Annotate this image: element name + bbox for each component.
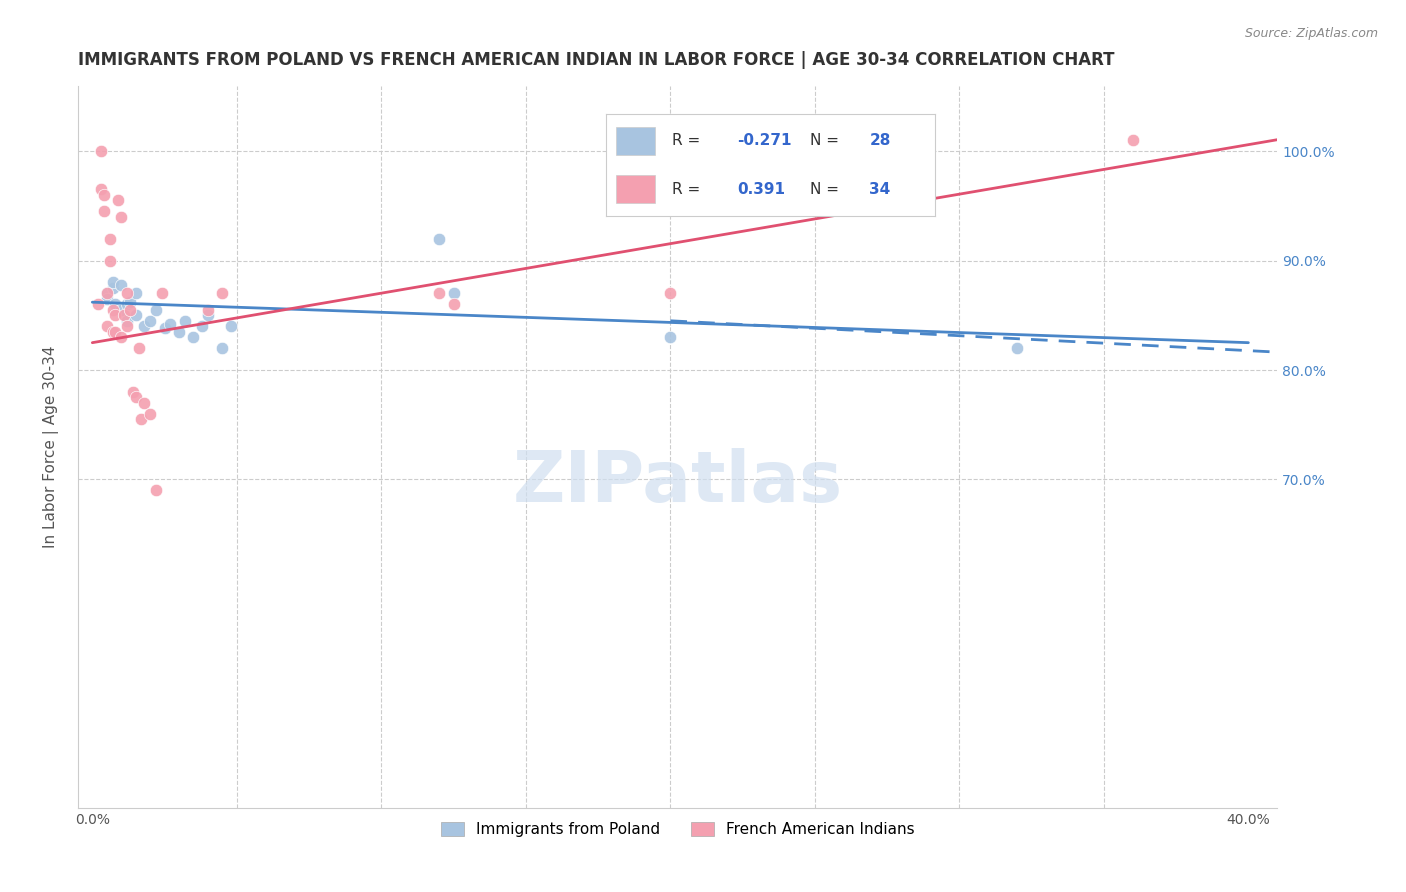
Point bbox=[139, 314, 162, 328]
Point bbox=[93, 188, 115, 202]
Point bbox=[1122, 133, 1144, 147]
Point bbox=[110, 302, 132, 317]
Point bbox=[115, 319, 138, 334]
Point bbox=[121, 384, 143, 399]
Point bbox=[124, 391, 146, 405]
Point bbox=[131, 412, 153, 426]
Point bbox=[183, 330, 205, 344]
Point bbox=[134, 319, 156, 334]
Point bbox=[115, 314, 138, 328]
Point bbox=[96, 319, 118, 334]
Point bbox=[112, 308, 135, 322]
Point bbox=[96, 286, 118, 301]
Point bbox=[118, 295, 141, 310]
Point bbox=[101, 281, 124, 295]
Point bbox=[443, 286, 465, 301]
Text: IMMIGRANTS FROM POLAND VS FRENCH AMERICAN INDIAN IN LABOR FORCE | AGE 30-34 CORR: IMMIGRANTS FROM POLAND VS FRENCH AMERICA… bbox=[77, 51, 1115, 69]
Point bbox=[104, 297, 127, 311]
Point bbox=[90, 144, 112, 158]
Point bbox=[145, 483, 167, 498]
Point bbox=[104, 325, 127, 339]
Point bbox=[115, 286, 138, 301]
Point bbox=[211, 286, 233, 301]
Point bbox=[110, 330, 132, 344]
Text: Source: ZipAtlas.com: Source: ZipAtlas.com bbox=[1244, 27, 1378, 40]
Point bbox=[101, 276, 124, 290]
Point bbox=[145, 302, 167, 317]
Point bbox=[107, 194, 129, 208]
Point bbox=[98, 253, 121, 268]
Point bbox=[96, 292, 118, 306]
Point bbox=[191, 319, 214, 334]
Point bbox=[118, 302, 141, 317]
Point bbox=[139, 407, 162, 421]
Point bbox=[96, 286, 118, 301]
Point bbox=[93, 204, 115, 219]
Point bbox=[219, 319, 242, 334]
Point bbox=[197, 308, 219, 322]
Point bbox=[427, 232, 450, 246]
Point bbox=[104, 308, 127, 322]
Point bbox=[134, 396, 156, 410]
Point bbox=[98, 232, 121, 246]
Y-axis label: In Labor Force | Age 30-34: In Labor Force | Age 30-34 bbox=[44, 345, 59, 548]
Point bbox=[197, 302, 219, 317]
Point bbox=[443, 297, 465, 311]
Point bbox=[1005, 341, 1028, 355]
Point bbox=[115, 297, 138, 311]
Point bbox=[101, 325, 124, 339]
Point bbox=[153, 321, 176, 335]
Point bbox=[128, 341, 150, 355]
Point bbox=[211, 341, 233, 355]
Point bbox=[87, 297, 110, 311]
Text: ZIPatlas: ZIPatlas bbox=[513, 449, 842, 517]
Point bbox=[659, 286, 682, 301]
Point bbox=[124, 308, 146, 322]
Point bbox=[427, 286, 450, 301]
Point bbox=[167, 325, 190, 339]
Legend: Immigrants from Poland, French American Indians: Immigrants from Poland, French American … bbox=[434, 816, 921, 844]
Point bbox=[90, 182, 112, 196]
Point bbox=[124, 286, 146, 301]
Point bbox=[659, 330, 682, 344]
Point bbox=[159, 317, 181, 331]
Point bbox=[110, 277, 132, 292]
Point bbox=[173, 314, 195, 328]
Point bbox=[101, 302, 124, 317]
Point bbox=[110, 210, 132, 224]
Point bbox=[150, 286, 173, 301]
